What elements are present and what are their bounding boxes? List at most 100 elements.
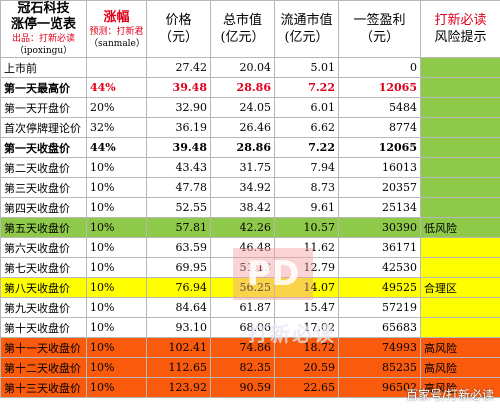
row-float: 10.57 (274, 217, 339, 238)
row-float: 6.01 (274, 97, 339, 118)
price-header-label: 价格 (165, 13, 192, 28)
gain-header-predictor: 预测：打新君 (89, 26, 144, 37)
row-mcap: 31.75 (210, 157, 275, 178)
profit-header-label: 一签盈利 (353, 13, 406, 28)
row-mcap: 28.86 (210, 77, 275, 98)
row-profit: 85235 (338, 357, 421, 378)
row-price: 112.65 (146, 357, 211, 378)
row-label: 第十天收盘价 (0, 317, 87, 338)
row-label: 第六天收盘价 (0, 237, 87, 258)
row-price: 39.48 (146, 77, 211, 98)
row-mcap: 56.25 (210, 277, 275, 298)
gain-header-predictor-id: （sanmale） (89, 38, 145, 49)
table-row: 第十天收盘价 10% 93.10 68.06 17.02 65683 (0, 317, 500, 338)
table-row: 第十三天收盘价 10% 123.92 90.59 22.65 96502 高风险 (0, 377, 500, 398)
producer-label: 出品：打新必读 (11, 34, 75, 44)
row-label: 第一天最高价 (0, 77, 87, 98)
row-price: 43.43 (146, 157, 211, 178)
row-profit: 16013 (338, 157, 421, 178)
row-gain: 44% (86, 77, 147, 98)
row-risk (420, 117, 500, 138)
row-mcap: 20.04 (210, 57, 275, 78)
row-label: 第十三天收盘价 (0, 377, 87, 398)
row-float: 12.79 (274, 257, 339, 278)
row-risk (420, 317, 500, 338)
row-risk (420, 137, 500, 158)
table-row: 第七天收盘价 10% 69.95 51.13 12.79 42530 (0, 257, 500, 278)
table-row: 第一天收盘价 44% 39.48 28.86 7.22 12065 (0, 137, 500, 158)
row-gain: 10% (86, 217, 147, 238)
row-label: 第一天开盘价 (0, 97, 87, 118)
row-label: 上市前 (0, 57, 87, 78)
row-profit: 42530 (338, 257, 421, 278)
ipo-limit-up-table: 冠石科技 涨停一览表 出品：打新必读 （ipoxingu） 涨幅 预测：打新君 … (0, 0, 500, 398)
mcap-header: 总市值 (亿元） (210, 0, 275, 58)
table-row: 第二天收盘价 10% 43.43 31.75 7.94 16013 (0, 157, 500, 178)
float-header-unit: (亿元） (284, 30, 329, 45)
row-risk: 低风险 (420, 217, 500, 238)
stock-title: 冠石科技 (17, 1, 70, 17)
title-cell: 冠石科技 涨停一览表 出品：打新必读 （ipoxingu） (0, 0, 87, 58)
table-row: 第六天收盘价 10% 63.59 46.48 11.62 36171 (0, 237, 500, 258)
row-profit: 0 (338, 57, 421, 78)
row-float: 5.01 (274, 57, 339, 78)
table-row: 第八天收盘价 10% 76.94 56.25 14.07 49525 合理区 (0, 277, 500, 298)
row-profit: 30390 (338, 217, 421, 238)
float-header: 流通市值 (亿元） (274, 0, 339, 58)
row-label: 第一天收盘价 (0, 137, 87, 158)
row-gain: 32% (86, 117, 147, 138)
row-float: 8.73 (274, 177, 339, 198)
row-float: 22.65 (274, 377, 339, 398)
table-row: 第十二天收盘价 10% 112.65 82.35 20.59 85235 高风险 (0, 357, 500, 378)
profit-header-unit: （元） (359, 30, 399, 45)
row-profit: 8774 (338, 117, 421, 138)
row-price: 47.78 (146, 177, 211, 198)
row-risk (420, 97, 500, 118)
row-label: 首次停牌理论价 (0, 117, 87, 138)
row-risk: 高风险 (420, 357, 500, 378)
row-price: 27.42 (146, 57, 211, 78)
row-float: 15.47 (274, 297, 339, 318)
price-header-unit: （元） (158, 30, 198, 45)
row-mcap: 24.05 (210, 97, 275, 118)
row-profit: 25134 (338, 197, 421, 218)
row-gain: 10% (86, 177, 147, 198)
row-risk (420, 77, 500, 98)
row-gain: 10% (86, 357, 147, 378)
row-profit: 20357 (338, 177, 421, 198)
row-mcap: 34.92 (210, 177, 275, 198)
row-risk: 高风险 (420, 337, 500, 358)
table-row: 第四天收盘价 10% 52.55 38.42 9.61 25134 (0, 197, 500, 218)
row-mcap: 74.86 (210, 337, 275, 358)
row-risk (420, 257, 500, 278)
row-risk (420, 297, 500, 318)
mcap-header-unit: (亿元） (220, 30, 265, 45)
row-price: 57.81 (146, 217, 211, 238)
row-mcap: 51.13 (210, 257, 275, 278)
row-price: 36.19 (146, 117, 211, 138)
row-float: 18.72 (274, 337, 339, 358)
row-float: 9.61 (274, 197, 339, 218)
row-gain: 10% (86, 237, 147, 258)
row-gain: 10% (86, 197, 147, 218)
row-profit: 36171 (338, 237, 421, 258)
producer-id: （ipoxingu） (14, 46, 73, 56)
row-profit: 12065 (338, 77, 421, 98)
row-mcap: 26.46 (210, 117, 275, 138)
row-label: 第十二天收盘价 (0, 357, 87, 378)
row-label: 第八天收盘价 (0, 277, 87, 298)
row-float: 7.94 (274, 157, 339, 178)
gain-header-label: 涨幅 (103, 9, 130, 25)
row-price: 69.95 (146, 257, 211, 278)
row-mcap: 46.48 (210, 237, 275, 258)
mcap-header-label: 总市值 (222, 13, 262, 28)
row-gain: 20% (86, 97, 147, 118)
float-header-label: 流通市值 (280, 13, 333, 28)
table-row: 第九天收盘价 10% 84.64 61.87 15.47 57219 (0, 297, 500, 318)
row-profit: 57219 (338, 297, 421, 318)
row-gain (86, 57, 147, 78)
row-price: 32.90 (146, 97, 211, 118)
table-row: 首次停牌理论价 32% 36.19 26.46 6.62 8774 (0, 117, 500, 138)
row-gain: 10% (86, 317, 147, 338)
row-label: 第七天收盘价 (0, 257, 87, 278)
